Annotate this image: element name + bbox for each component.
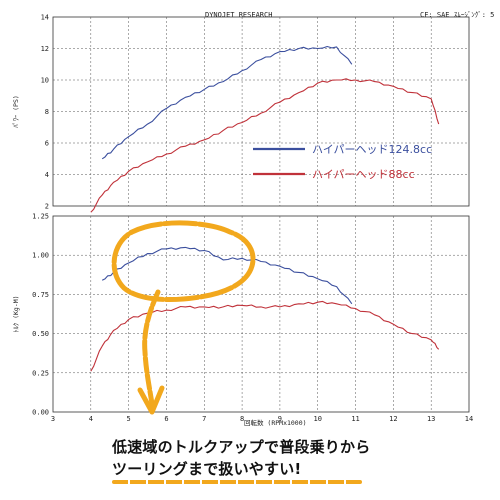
torque-y-tick-label: 1.00 — [32, 252, 49, 260]
power-axis-title: ﾊﾟﾜｰ (PS) — [12, 95, 20, 128]
torque-y-tick-label: 0.00 — [32, 409, 49, 417]
torque-y-tick-label: 0.25 — [32, 369, 49, 377]
torque-series-line-88cc — [90, 300, 440, 372]
highlight-annotation — [111, 220, 256, 415]
caption-line-2: ツーリングまで扱いやすい! — [112, 460, 302, 478]
highlight-arrow-shaft — [142, 289, 161, 407]
x-tick-label: 4 — [89, 415, 93, 423]
power-panel: 2 4 6 8 10 12 14 — [41, 14, 470, 213]
power-y-tick-label: 14 — [41, 14, 49, 22]
torque-y-tick-label: 0.75 — [32, 291, 49, 299]
x-tick-label: 10 — [314, 415, 322, 423]
torque-y-tick-label: 1.25 — [32, 213, 49, 221]
x-tick-label: 3 — [51, 415, 55, 423]
header-right: CF: SAE ｽﾑｰｼﾞﾝｸﾞ: 5 — [420, 11, 494, 19]
x-tick-label: 13 — [427, 415, 435, 423]
x-tick-label: 12 — [389, 415, 397, 423]
highlight-arrow-head — [137, 385, 165, 415]
power-y-tick-label: 4 — [45, 171, 49, 179]
torque-series-line-124cc — [101, 246, 353, 305]
legend: ハイパーヘッド124.8cc ハイパーヘッド88cc — [253, 143, 432, 181]
legend-label-88cc: ハイパーヘッド88cc — [312, 168, 415, 181]
x-tick-label: 8 — [240, 415, 244, 423]
power-y-tick-label: 2 — [45, 203, 49, 211]
power-y-tick-label: 6 — [45, 140, 49, 148]
power-series-line-124cc — [101, 45, 353, 160]
power-y-tick-label: 10 — [41, 77, 49, 85]
power-series-line-88cc — [90, 78, 440, 213]
x-tick-label: 5 — [127, 415, 131, 423]
caption-line-1: 低速域のトルクアップで普段乗りから — [112, 438, 371, 456]
power-y-tick-label: 12 — [41, 45, 49, 53]
legend-label-124cc: ハイパーヘッド124.8cc — [312, 143, 432, 156]
torque-y-tick-label: 0.50 — [32, 330, 49, 338]
caption-underline — [112, 480, 362, 484]
x-tick-label: 9 — [278, 415, 282, 423]
power-y-tick-label: 8 — [45, 108, 49, 116]
x-tick-label: 7 — [202, 415, 206, 423]
header-left: DYNOJET RESEARCH — [205, 11, 272, 19]
x-tick-label: 14 — [465, 415, 473, 423]
x-axis-title: 回転数 (RPMx1000) — [244, 418, 307, 427]
torque-panel: 0.00 0.25 0.50 0.75 1.00 1.25 — [32, 213, 470, 417]
highlight-loop — [111, 220, 256, 303]
torque-plot-frame — [52, 215, 470, 413]
x-tick-label: 6 — [164, 415, 168, 423]
x-axis-ticks: 3 4 5 6 7 8 9 10 11 12 13 14 — [51, 415, 473, 423]
torque-axis-title: ﾄﾙｸ (Kg-M) — [12, 295, 20, 332]
x-tick-label: 11 — [351, 415, 359, 423]
